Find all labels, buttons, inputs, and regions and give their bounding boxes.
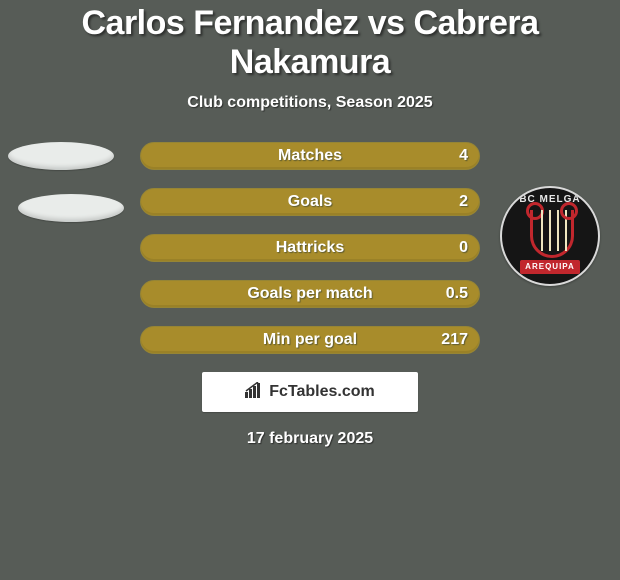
stat-label: Goals — [140, 188, 480, 216]
page-subtitle: Club competitions, Season 2025 — [0, 94, 620, 112]
stat-row: Goals per match 0.5 — [0, 280, 620, 310]
stat-right-value: 0 — [459, 234, 468, 262]
page-title: Carlos Fernandez vs Cabrera Nakamura — [0, 4, 620, 82]
stat-row: Hattricks 0 — [0, 234, 620, 264]
stat-label: Matches — [140, 142, 480, 170]
stat-row: Matches 4 — [0, 142, 620, 172]
stat-label: Goals per match — [140, 280, 480, 308]
stats-area: BC MELGA AREQUIPA Matches 4 Goals 2 Hatt… — [0, 142, 620, 356]
branding-text: FcTables.com — [269, 383, 375, 401]
comparison-card: Carlos Fernandez vs Cabrera Nakamura Clu… — [0, 0, 620, 580]
stat-row: Goals 2 — [0, 188, 620, 218]
stat-right-value: 217 — [441, 326, 468, 354]
stat-label: Min per goal — [140, 326, 480, 354]
stat-label: Hattricks — [140, 234, 480, 262]
stat-row: Min per goal 217 — [0, 326, 620, 356]
chart-icon — [245, 382, 263, 403]
stat-right-value: 0.5 — [446, 280, 468, 308]
stat-right-value: 2 — [459, 188, 468, 216]
date-text: 17 february 2025 — [0, 430, 620, 448]
stat-right-value: 4 — [459, 142, 468, 170]
branding-badge[interactable]: FcTables.com — [202, 372, 418, 412]
